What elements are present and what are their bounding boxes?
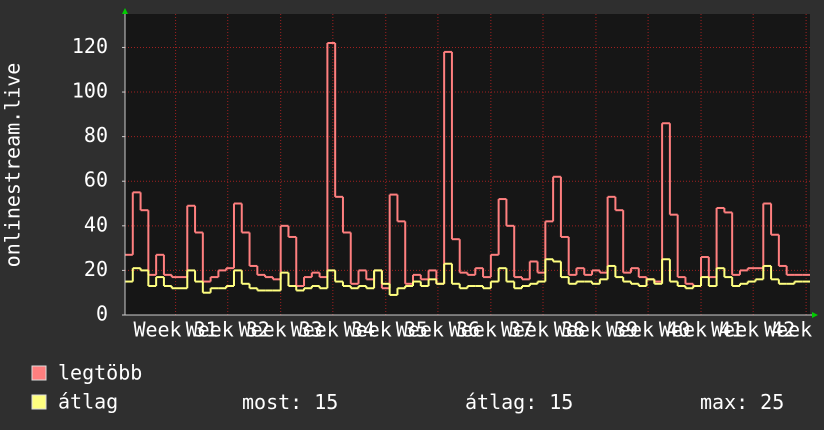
stat: max: 25 (700, 390, 784, 414)
x-tick-label: Week 37 (449, 318, 533, 342)
y-tick-label: 60 (84, 168, 108, 192)
x-tick-label: Week 32 (186, 318, 270, 342)
legend-swatch (31, 365, 47, 381)
legend-label: átlag (58, 390, 118, 414)
x-tick-label: Week 31 (133, 318, 217, 342)
x-tick-label: Week 39 (554, 318, 638, 342)
legend-swatch (31, 394, 47, 410)
x-tick-label: Week 42 (711, 318, 795, 342)
x-tick-label: Week 33 (239, 318, 323, 342)
y-tick-label: 80 (84, 123, 108, 147)
x-tick-label: Week 43 (764, 318, 824, 342)
y-axis-label: onlinestream.live (1, 63, 25, 268)
stat-value: 25 (760, 390, 784, 414)
y-tick-label: 120 (72, 34, 108, 58)
stat-label: most: (242, 390, 302, 414)
legend-label: legtöbb (58, 361, 142, 385)
stat-label: átlag: (465, 390, 537, 414)
x-axis-arrow (812, 312, 818, 318)
x-tick-label: Week 41 (659, 318, 743, 342)
stat: most: 15 (242, 390, 338, 414)
stat-label: max: (700, 390, 748, 414)
y-tick-label: 100 (72, 79, 108, 103)
x-tick-label: Week 34 (291, 318, 375, 342)
stat: átlag: 15 (465, 390, 573, 414)
y-tick-label: 0 (96, 302, 108, 326)
plot-area (125, 14, 810, 315)
x-tick-label: Week 35 (344, 318, 428, 342)
x-tick-label: Week 36 (396, 318, 480, 342)
y-axis-arrow (122, 8, 128, 14)
stat-value: 15 (549, 390, 573, 414)
y-tick-label: 20 (84, 257, 108, 281)
y-tick-label: 40 (84, 212, 108, 236)
x-tick-label: Week 38 (501, 318, 585, 342)
x-tick-label: Week 40 (606, 318, 690, 342)
stat-value: 15 (314, 390, 338, 414)
